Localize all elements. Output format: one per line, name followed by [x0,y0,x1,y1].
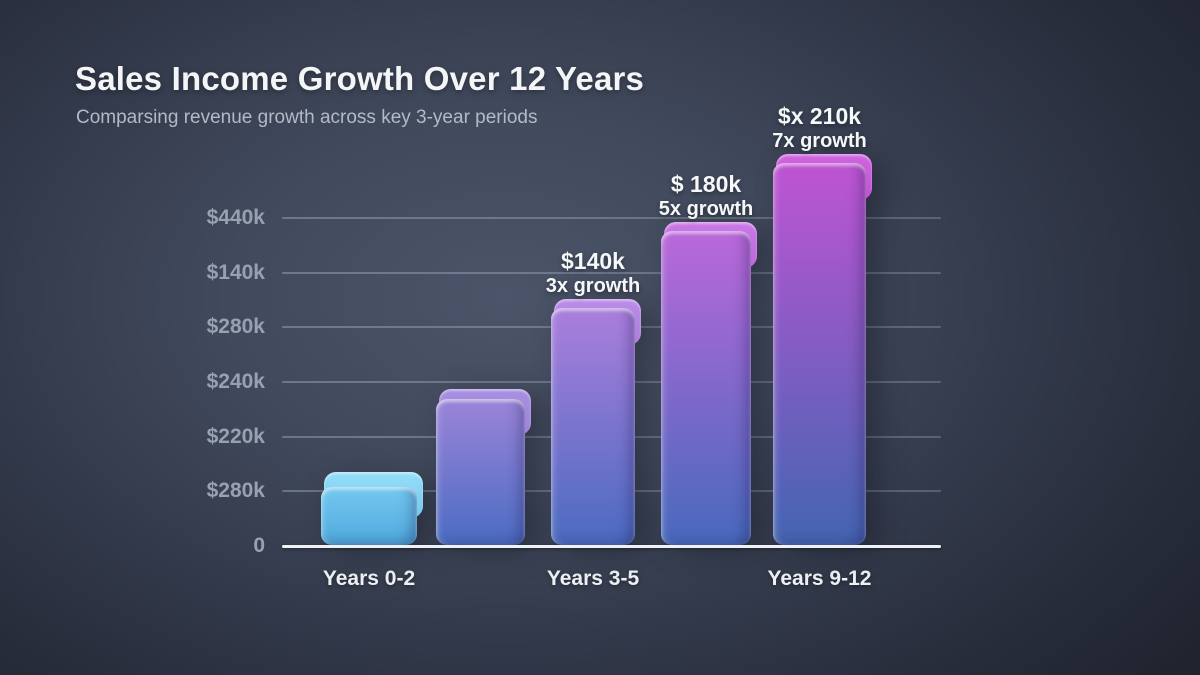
bar-front-face [773,163,866,545]
gridline [282,217,941,219]
x-axis-label: Years 9-12 [767,567,872,590]
bar-front-face [551,308,635,545]
y-axis-tick-label: $240k [206,370,265,393]
bar-segment-2 [436,389,531,545]
bar-years-0-2 [321,472,423,545]
y-axis-tick-label: $280k [206,315,265,339]
bar-value-label: $x 210k [777,103,862,129]
bar-years-9-12 [773,154,872,545]
bar-front-face [661,231,751,545]
bar-front-face [436,399,525,545]
bar-growth-label: 5x growth [658,198,754,220]
bar-value-callout: $140k 3x growth [483,248,703,298]
bar-value-label: $140k [561,248,625,274]
bar-years-3-5 [551,299,641,545]
chart-subtitle: Comparsing revenue growth across key 3-y… [76,107,538,128]
y-axis-tick-label: $440k [206,206,265,229]
gridline [282,271,941,274]
bar-value-callout: $ 180k 5x growth [596,171,816,221]
bar-growth-label: 3x growth [545,275,641,297]
bar-growth-label: 7x growth [772,130,867,152]
x-axis-label: Years 3-5 [546,567,640,590]
bar-value-callout: $x 210k 7x growth [710,103,930,153]
bar-segment-4 [661,222,757,545]
y-axis-tick-label: $220k [206,424,265,448]
x-axis-line [282,544,941,548]
y-axis-tick-label: $280k [206,479,265,503]
y-axis-tick-label: $140k [206,260,265,284]
y-axis-tick-label: 0 [253,534,265,557]
chart-header: Sales Income Growth Over 12 Years Compar… [75,60,644,129]
bar-value-label: $ 180k [670,171,742,197]
x-axis-label: Years 0-2 [322,567,416,590]
chart-title: Sales Income Growth Over 12 Years [75,60,645,97]
bar-front-face [321,487,417,545]
